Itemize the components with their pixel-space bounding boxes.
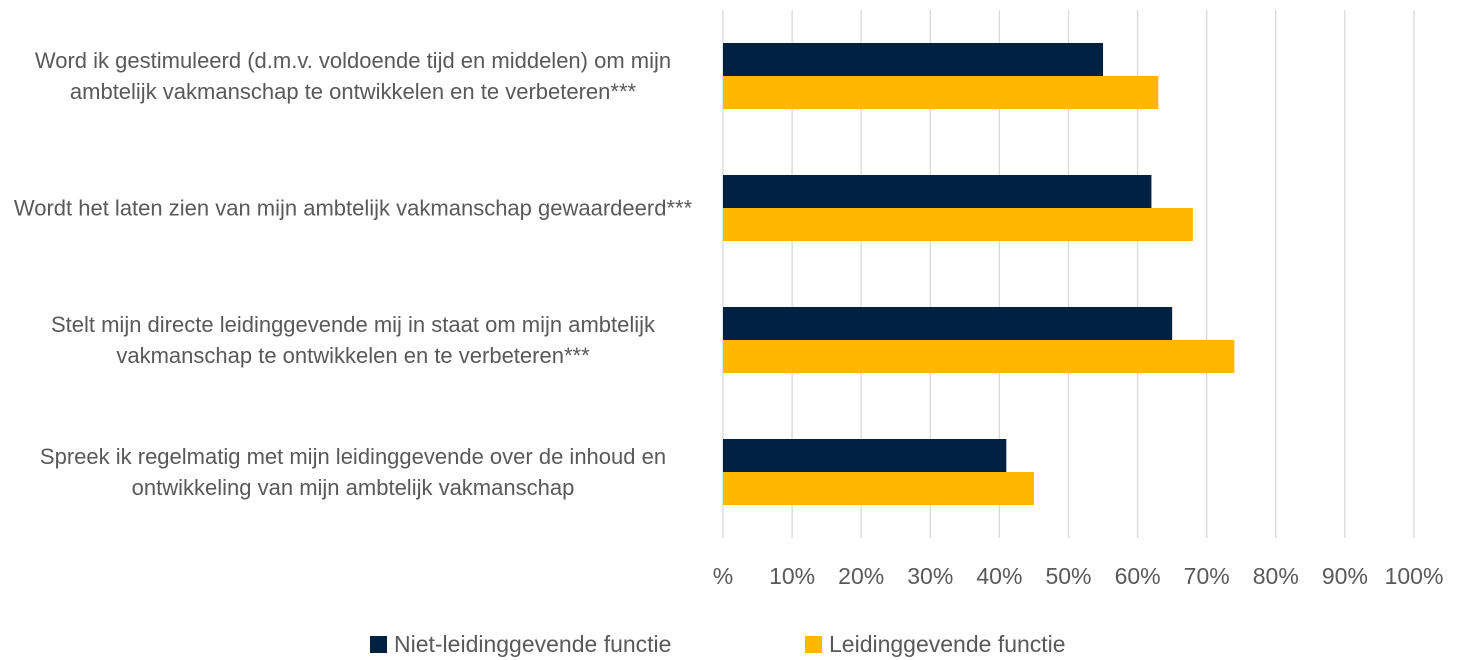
bar	[723, 307, 1173, 340]
bar	[723, 208, 1193, 241]
x-tick-label: 80%	[1253, 563, 1299, 589]
bar	[723, 43, 1104, 76]
x-tick-label: 40%	[976, 563, 1022, 589]
y-tick-label: Stelt mijn directe leidinggevende mij in…	[50, 312, 656, 368]
x-tick-label: 20%	[838, 563, 884, 589]
bar	[723, 76, 1159, 109]
legend-label: Niet-leidinggevende functie	[394, 631, 671, 657]
x-tick-label: 70%	[1184, 563, 1230, 589]
x-tick-label: %	[713, 563, 733, 589]
x-tick-label: 50%	[1045, 563, 1091, 589]
y-tick-label: Word ik gestimuleerd (d.m.v. voldoende t…	[34, 48, 672, 104]
legend-label: Leidinggevende functie	[829, 631, 1066, 657]
bar	[723, 439, 1007, 472]
x-tick-label: 30%	[907, 563, 953, 589]
legend-swatch	[370, 636, 387, 653]
x-tick-label: 100%	[1385, 563, 1444, 589]
y-tick-label: Wordt het laten zien van mijn ambtelijk …	[13, 195, 693, 221]
bar	[723, 472, 1034, 505]
x-tick-label: 90%	[1322, 563, 1368, 589]
x-tick-label: 60%	[1115, 563, 1161, 589]
legend-swatch	[805, 636, 822, 653]
y-tick-label: Spreek ik regelmatig met mijn leidinggev…	[39, 444, 667, 500]
x-tick-label: 10%	[769, 563, 815, 589]
bar	[723, 340, 1235, 373]
bar	[723, 175, 1152, 208]
